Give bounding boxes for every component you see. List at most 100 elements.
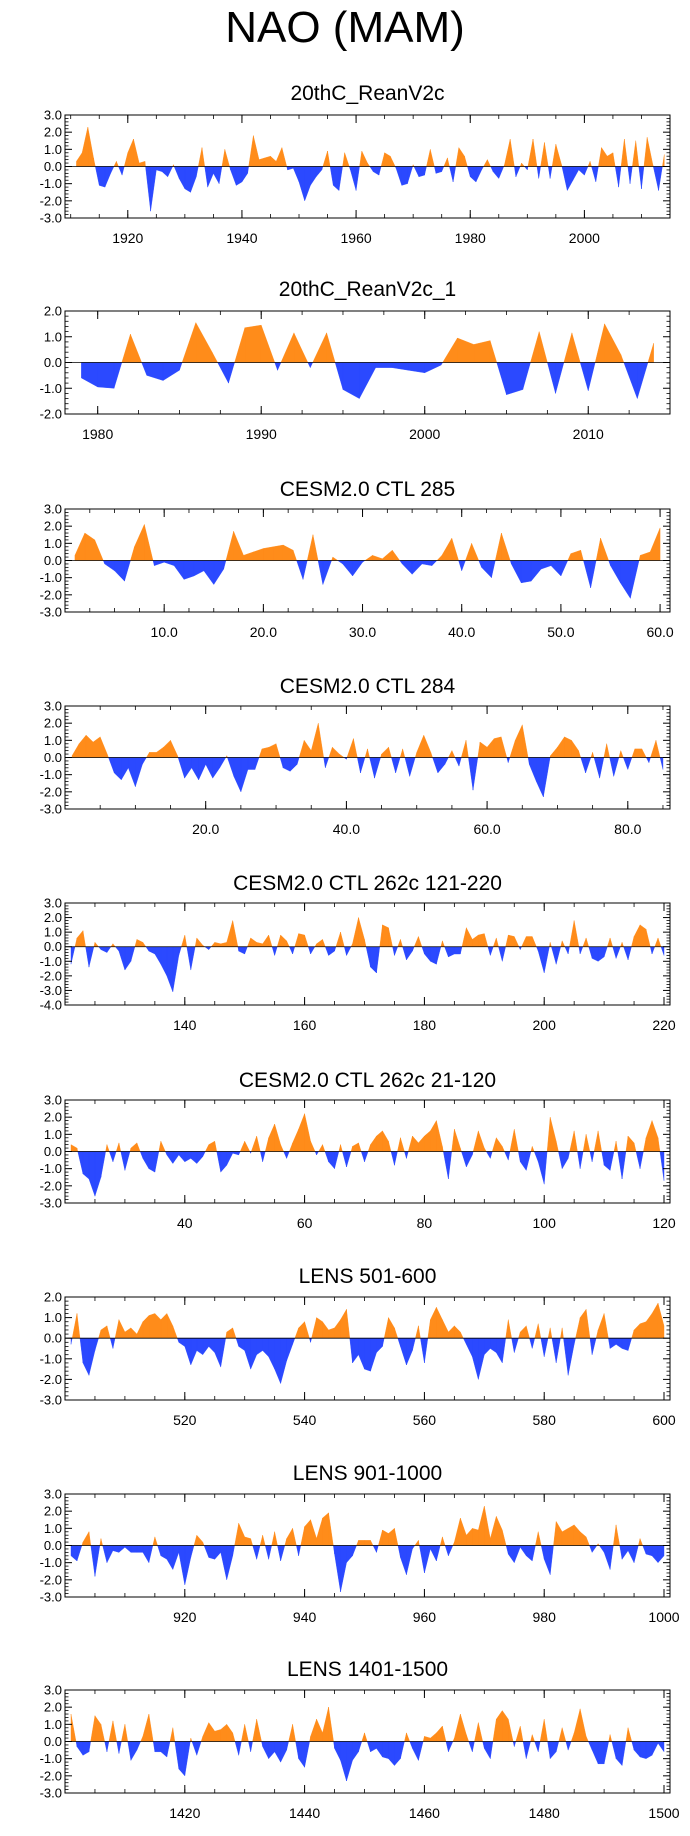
positive-area — [70, 1113, 661, 1152]
positive-area — [76, 126, 665, 167]
x-tick-label: 940 — [293, 1609, 317, 1625]
figure-title: NAO (MAM) — [225, 3, 465, 52]
y-tick-label: 2.0 — [44, 1290, 62, 1305]
x-tick-label: 20.0 — [192, 821, 219, 837]
x-tick-label: 960 — [413, 1609, 437, 1625]
y-tick-label: 0.0 — [44, 1734, 62, 1749]
negative-area — [70, 946, 665, 992]
x-tick-label: 600 — [652, 1412, 676, 1428]
chart-title: LENS 901-1000 — [293, 1462, 442, 1485]
y-tick-label: 3.0 — [44, 1093, 62, 1108]
y-tick-label: 1.0 — [44, 1127, 62, 1142]
chart-title: 20thC_ReanV2c — [290, 82, 444, 105]
positive-area — [74, 524, 661, 561]
y-tick-label: -3.0 — [40, 211, 62, 226]
x-tick-label: 1960 — [341, 230, 372, 246]
chart-panel: LENS 901-1000 3.0 2.0 1.0 0.0 -1.0 -2.0 -3.0 920… — [40, 1462, 680, 1625]
x-tick-label: 1000 — [648, 1609, 679, 1625]
x-tick-label: 1940 — [226, 230, 257, 246]
x-tick-label: 80.0 — [614, 821, 641, 837]
negative-area — [70, 1338, 632, 1384]
y-tick-label: -2.0 — [40, 1768, 62, 1783]
positive-area — [121, 322, 654, 363]
chart-title: CESM2.0 CTL 284 — [280, 675, 456, 698]
y-tick-label: -1.0 — [40, 1555, 62, 1570]
y-tick-label: 2.0 — [44, 125, 62, 140]
y-tick-label: -4.0 — [40, 998, 62, 1013]
negative-area — [95, 166, 663, 212]
x-tick-label: 980 — [533, 1609, 557, 1625]
x-tick-label: 80 — [417, 1215, 433, 1231]
chart-panel: 20thC_ReanV2c 3.0 2.0 1.0 0.0 -1.0 -2.0 -3.0 192… — [40, 82, 671, 246]
x-tick-label: 1500 — [648, 1805, 679, 1821]
x-tick-label: 100 — [533, 1215, 557, 1231]
plot-frame — [64, 1296, 671, 1401]
x-tick-label: 1420 — [169, 1805, 200, 1821]
y-tick-label: -1.0 — [40, 176, 62, 191]
x-tick-label: 1980 — [455, 230, 486, 246]
y-tick-label: -3.0 — [40, 1590, 62, 1605]
x-tick-label: 120 — [652, 1215, 676, 1231]
y-tick-label: 3.0 — [44, 1487, 62, 1502]
y-tick-label: 0.0 — [44, 1538, 62, 1553]
x-tick-label: 200 — [533, 1017, 557, 1033]
y-tick-label: -1.0 — [40, 381, 62, 396]
y-tick-label: -1.0 — [40, 1161, 62, 1176]
negative-area — [108, 757, 664, 798]
y-tick-label: 0.0 — [44, 750, 62, 765]
y-tick-label: 0.0 — [44, 553, 62, 568]
y-tick-label: 2.0 — [44, 716, 62, 731]
y-tick-label: 3.0 — [44, 1683, 62, 1698]
y-tick-label: 1.0 — [44, 536, 62, 551]
x-tick-label: 2010 — [573, 426, 604, 442]
chart-title: CESM2.0 CTL 285 — [280, 478, 455, 501]
y-tick-label: -2.0 — [40, 407, 62, 422]
y-tick-label: -1.0 — [40, 1751, 62, 1766]
y-tick-label: 2.0 — [44, 910, 62, 925]
x-tick-label: 220 — [652, 1017, 676, 1033]
y-tick-label: -3.0 — [40, 1196, 62, 1211]
x-tick-label: 540 — [293, 1412, 317, 1428]
y-tick-label: 1.0 — [44, 1521, 62, 1536]
y-tick-label: 0.0 — [44, 355, 62, 370]
y-tick-label: -1.0 — [40, 767, 62, 782]
x-tick-label: 580 — [533, 1412, 557, 1428]
x-tick-label: 560 — [413, 1412, 437, 1428]
y-tick-label: 2.0 — [44, 519, 62, 534]
chart-title: LENS 1401-1500 — [287, 1658, 448, 1681]
y-tick-label: 1.0 — [44, 733, 62, 748]
y-tick-label: 2.0 — [44, 1504, 62, 1519]
negative-area — [75, 1741, 665, 1782]
x-tick-label: 140 — [173, 1017, 197, 1033]
y-tick-label: 0.0 — [44, 939, 62, 954]
chart-panel: LENS 1401-1500 3.0 2.0 1.0 0.0 -1.0 -2.0 -3.0 14… — [40, 1658, 680, 1821]
y-tick-label: 0.0 — [44, 159, 62, 174]
x-tick-label: 1920 — [112, 230, 143, 246]
y-tick-label: -2.0 — [40, 1572, 62, 1587]
chart-title: CESM2.0 CTL 262c 121-220 — [233, 872, 502, 895]
chart-title: LENS 501-600 — [299, 1265, 437, 1288]
y-tick-label: 0.0 — [44, 1144, 62, 1159]
positive-area — [70, 1707, 633, 1742]
positive-area — [74, 917, 662, 947]
y-tick-label: 3.0 — [44, 699, 62, 714]
y-tick-label: -3.0 — [40, 605, 62, 620]
y-tick-label: -2.0 — [40, 968, 62, 983]
y-tick-label: 2.0 — [44, 1700, 62, 1715]
y-tick-label: 1.0 — [44, 1310, 62, 1325]
x-tick-label: 1440 — [289, 1805, 320, 1821]
y-tick-label: 2.0 — [44, 304, 62, 319]
y-tick-label: -2.0 — [40, 1178, 62, 1193]
x-tick-label: 2000 — [569, 230, 600, 246]
x-tick-label: 30.0 — [349, 624, 376, 640]
y-tick-label: 0.0 — [44, 1331, 62, 1346]
x-tick-label: 40.0 — [333, 821, 360, 837]
x-tick-label: 40 — [177, 1215, 193, 1231]
chart-title: 20thC_ReanV2c_1 — [279, 278, 456, 301]
x-tick-label: 160 — [293, 1017, 317, 1033]
y-tick-label: 1.0 — [44, 329, 62, 344]
negative-area — [102, 560, 640, 599]
x-tick-label: 1460 — [409, 1805, 440, 1821]
x-tick-label: 10.0 — [151, 624, 178, 640]
